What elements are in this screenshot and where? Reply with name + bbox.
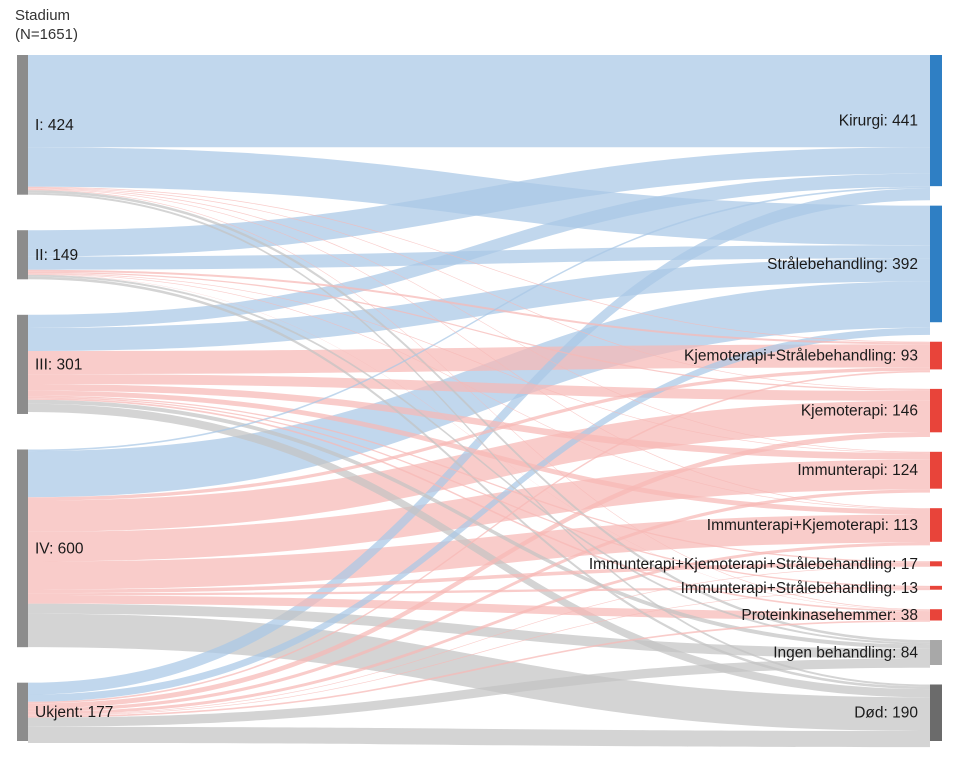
link-I-ImmunKjemo xyxy=(28,188,930,509)
link-Ukjent-ImmunStrale xyxy=(28,589,930,716)
link-III-Dod xyxy=(28,403,930,698)
source-label-IV: IV: 600 xyxy=(35,540,84,557)
sankey-nodes xyxy=(17,55,942,741)
link-IV-Dod xyxy=(28,613,930,731)
link-Ukjent-Proteinkinase xyxy=(28,620,930,718)
link-II-Immunterapi xyxy=(28,273,930,454)
target-label-ImmunKjemo: Immunterapi+Kjemoterapi: 113 xyxy=(707,517,918,534)
link-II-Ingen xyxy=(28,274,930,645)
target-bar-Immunterapi xyxy=(930,451,942,489)
target-label-Dod: Død: 190 xyxy=(854,705,918,722)
target-bar-KjemoStrale xyxy=(930,341,942,370)
chart-title: Stadium (N=1651) xyxy=(15,6,78,44)
link-III-ImmunKjemo xyxy=(28,390,930,515)
link-Ukjent-Kjemoterapi xyxy=(28,432,930,709)
link-II-ImmunKjemo xyxy=(28,273,930,510)
link-II-Kirurgi xyxy=(28,147,930,257)
link-I-Kirurgi xyxy=(28,55,930,148)
source-label-I: I: 424 xyxy=(35,117,74,134)
link-IV-Kirurgi xyxy=(28,186,930,452)
link-III-ImmunStrale xyxy=(28,396,930,588)
link-IV-ImmunKjemoStrale xyxy=(28,562,930,594)
target-bar-Proteinkinase xyxy=(930,609,942,621)
target-bar-Dod xyxy=(930,684,942,741)
target-label-Ingen: Ingen behandling: 84 xyxy=(773,645,918,662)
sankey-links xyxy=(28,55,930,748)
target-label-ImmunStrale: Immunterapi+Strålebehandling: 13 xyxy=(681,580,918,597)
target-label-KjemoStrale: Kjemoterapi+Strålebehandling: 93 xyxy=(684,348,918,365)
link-III-Kjemoterapi xyxy=(28,374,930,401)
source-bar-III xyxy=(17,314,28,414)
source-label-II: II: 149 xyxy=(35,247,78,264)
source-bar-Ukjent xyxy=(17,682,28,741)
link-Ukjent-Immunterapi xyxy=(28,489,930,712)
link-Ukjent-Kirurgi xyxy=(28,188,930,695)
target-bar-Stralebehandling xyxy=(930,205,942,323)
sankey-labels: I: 424 II: 149 III: 301 IV: 600 Ukjent: 177 K… xyxy=(35,113,918,722)
link-I-Proteinkinase xyxy=(28,189,930,610)
target-bar-Ingen xyxy=(930,640,942,665)
chart-title-line: Stadium xyxy=(15,7,71,24)
target-bar-ImmunStrale xyxy=(930,585,942,590)
source-bar-II xyxy=(17,230,28,280)
link-Ukjent-ImmunKjemo xyxy=(28,542,930,715)
link-I-Dod xyxy=(28,192,930,687)
link-II-KjemoStrale xyxy=(28,269,930,345)
link-II-Kjemoterapi xyxy=(28,271,930,391)
link-IV-Immunterapi xyxy=(28,459,930,562)
link-I-Ingen xyxy=(28,190,930,643)
link-Ukjent-ImmunKjemoStrale xyxy=(28,566,930,716)
target-label-Stralebehandling: Strålebehandling: 392 xyxy=(767,256,918,273)
link-IV-Proteinkinase xyxy=(28,595,930,621)
link-I-KjemoStrale xyxy=(28,186,930,343)
link-II-Dod xyxy=(28,276,930,690)
link-I-Immunterapi xyxy=(28,188,930,453)
link-III-Ingen xyxy=(28,399,930,649)
link-Ukjent-Stralebehandling xyxy=(28,327,930,702)
link-IV-KjemoStrale xyxy=(28,367,930,501)
target-bar-Kirurgi xyxy=(930,55,942,187)
source-label-III: III: 301 xyxy=(35,356,82,373)
link-Ukjent-Dod xyxy=(28,726,930,748)
link-III-Kirurgi xyxy=(28,173,930,328)
link-III-Stralebehandling xyxy=(28,258,930,352)
target-label-Kjemoterapi: Kjemoterapi: 146 xyxy=(801,403,918,420)
target-label-ImmunKjemoStrale: Immunterapi+Kjemoterapi+Strålebehandling… xyxy=(589,556,918,573)
link-Ukjent-KjemoStrale xyxy=(28,370,930,704)
target-bar-ImmunKjemoStrale xyxy=(930,561,942,567)
source-bar-IV xyxy=(17,449,28,648)
target-label-Kirurgi: Kirurgi: 441 xyxy=(839,113,918,130)
source-label-Ukjent: Ukjent: 177 xyxy=(35,704,113,721)
source-bar-I xyxy=(17,55,28,195)
target-label-Immunterapi: Immunterapi: 124 xyxy=(797,462,918,479)
link-III-Proteinkinase xyxy=(28,398,930,612)
link-II-Proteinkinase xyxy=(28,274,930,611)
link-III-ImmunKjemoStrale xyxy=(28,395,930,563)
target-bar-Kjemoterapi xyxy=(930,388,942,433)
target-bar-ImmunKjemo xyxy=(930,508,942,542)
link-I-Kjemoterapi xyxy=(28,187,930,390)
target-label-Proteinkinase: Proteinkinasehemmer: 38 xyxy=(741,607,918,624)
chart-subtitle-line: (N=1651) xyxy=(15,26,78,43)
link-Ukjent-Ingen xyxy=(28,658,930,727)
link-III-Immunterapi xyxy=(28,383,930,460)
